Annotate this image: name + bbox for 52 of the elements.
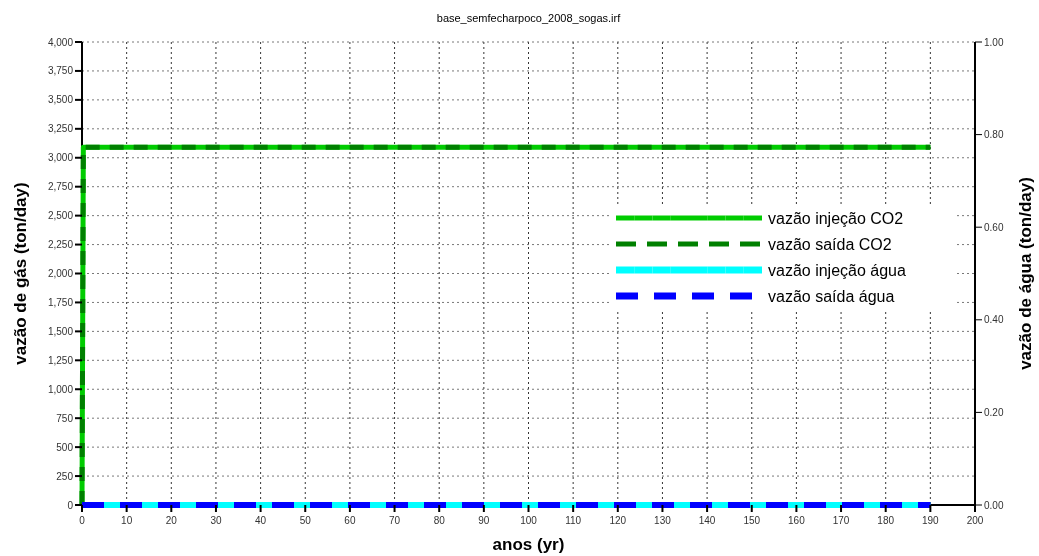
x-tick-label: 120 xyxy=(609,515,627,526)
x-tick-label: 170 xyxy=(832,515,850,526)
x-tick-label: 200 xyxy=(966,515,984,526)
y-tick-label: 2,250 xyxy=(47,239,74,251)
x-tick-label: 110 xyxy=(565,515,582,526)
legend-label: vazão saída água xyxy=(768,288,895,305)
x-tick-label: 160 xyxy=(788,515,806,526)
y-tick-label: 0 xyxy=(67,499,74,511)
x-axis-title: anos (yr) xyxy=(492,535,565,554)
x-tick-label: 130 xyxy=(654,515,672,526)
y-tick-label: 2,750 xyxy=(47,181,74,193)
y-tick-label: 3,000 xyxy=(47,152,74,164)
y-tick-label: 3,750 xyxy=(47,65,74,77)
y2-tick-label: 0.40 xyxy=(984,314,1004,326)
legend-label: vazão injeção água xyxy=(768,262,906,279)
x-tick-label: 20 xyxy=(165,515,178,526)
y2-tick-label: 1.00 xyxy=(984,36,1004,48)
y-tick-label: 1,750 xyxy=(47,296,74,308)
x-tick-label: 100 xyxy=(520,515,538,526)
x-tick-label: 0 xyxy=(79,515,86,526)
x-tick-label: 150 xyxy=(743,515,761,526)
x-tick-label: 30 xyxy=(210,515,222,526)
x-tick-label: 180 xyxy=(877,515,895,526)
y2-axis-title: vazão de água (ton/day) xyxy=(1016,177,1035,370)
y2-tick-label: 0.00 xyxy=(984,499,1004,511)
legend-label: vazão injeção CO2 xyxy=(768,210,904,227)
y2-tick-label: 0.20 xyxy=(984,406,1004,418)
x-tick-label: 40 xyxy=(255,515,267,526)
y-tick-label: 3,250 xyxy=(47,123,74,135)
y2-tick-label: 0.80 xyxy=(984,129,1004,141)
x-tick-label: 60 xyxy=(344,515,356,526)
y-tick-label: 2,000 xyxy=(47,268,74,279)
y-axis-title: vazão de gás (ton/day) xyxy=(11,182,30,365)
y-tick-label: 2,500 xyxy=(47,210,74,222)
y-tick-label: 500 xyxy=(56,441,74,453)
y-tick-label: 250 xyxy=(56,470,74,482)
chart-title: base_semfecharpoco_2008_sogas.irf xyxy=(436,12,622,24)
x-tick-label: 190 xyxy=(922,515,940,526)
y-tick-label: 3,500 xyxy=(47,94,74,106)
x-tick-label: 80 xyxy=(433,515,446,526)
x-tick-label: 70 xyxy=(388,515,401,526)
y2-tick-label: 0.60 xyxy=(984,221,1004,233)
x-tick-label: 90 xyxy=(478,515,490,526)
y-tick-label: 750 xyxy=(56,412,74,424)
x-tick-label: 50 xyxy=(299,515,312,526)
legend-label: vazão saída CO2 xyxy=(768,236,892,253)
y-tick-label: 1,500 xyxy=(47,325,74,337)
y-tick-label: 4,000 xyxy=(47,36,74,48)
y-tick-label: 1,250 xyxy=(47,354,74,366)
x-tick-label: 140 xyxy=(698,515,716,526)
y-tick-label: 1,000 xyxy=(47,383,74,395)
x-tick-label: 10 xyxy=(121,515,133,526)
